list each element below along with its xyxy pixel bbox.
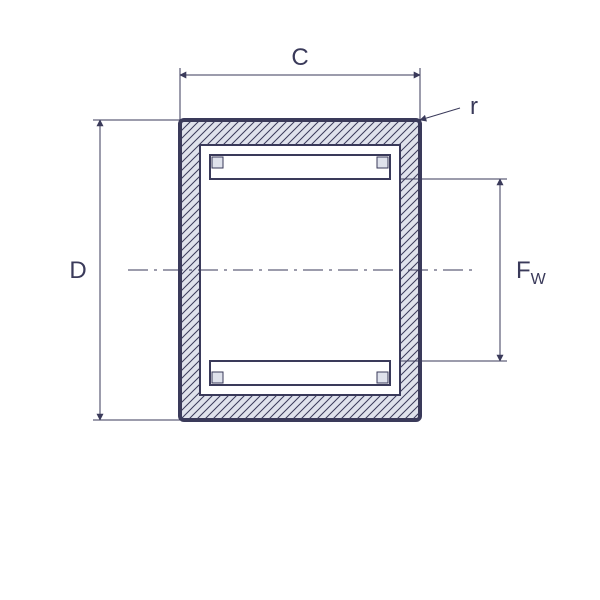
- svg-text:D: D: [69, 257, 86, 284]
- svg-text:C: C: [291, 44, 308, 71]
- bearing-cross-section-diagram: CDFWr: [0, 0, 600, 600]
- svg-text:r: r: [470, 93, 478, 120]
